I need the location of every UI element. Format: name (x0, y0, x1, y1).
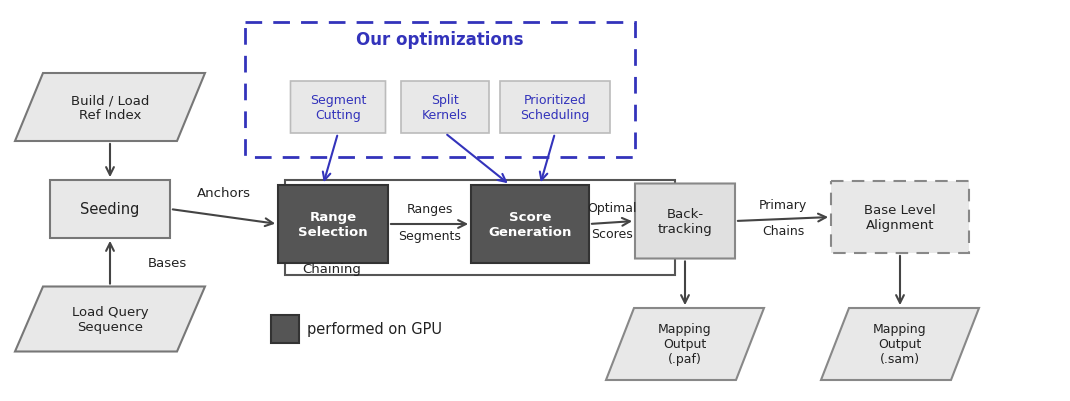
Text: performed on GPU: performed on GPU (307, 322, 442, 337)
Text: Anchors: Anchors (197, 187, 251, 200)
FancyBboxPatch shape (635, 184, 735, 259)
Text: Primary: Primary (759, 199, 807, 212)
Polygon shape (15, 287, 205, 352)
Text: Back-
tracking: Back- tracking (658, 207, 713, 235)
Text: Our optimizations: Our optimizations (356, 31, 523, 49)
Bar (50, 180, 170, 239)
FancyBboxPatch shape (271, 315, 299, 343)
Text: Chaining: Chaining (303, 263, 362, 276)
Polygon shape (821, 308, 979, 380)
Text: Mapping
Output
(.sam): Mapping Output (.sam) (873, 323, 927, 366)
Text: Load Query
Sequence: Load Query Sequence (72, 305, 149, 333)
Text: Split
Kernels: Split Kernels (423, 94, 468, 122)
Bar (245, 22, 635, 157)
FancyBboxPatch shape (471, 186, 588, 263)
FancyBboxPatch shape (500, 82, 610, 134)
Text: Score
Generation: Score Generation (488, 211, 571, 239)
Text: Seeding: Seeding (80, 202, 140, 217)
Bar (831, 182, 969, 253)
Text: Chains: Chains (762, 225, 805, 238)
Text: Segment
Cutting: Segment Cutting (310, 94, 366, 122)
Text: Base Level
Alignment: Base Level Alignment (865, 203, 936, 231)
Text: Build / Load
Ref Index: Build / Load Ref Index (71, 94, 149, 122)
Text: Segments: Segments (398, 230, 461, 243)
Text: Mapping
Output
(.paf): Mapping Output (.paf) (658, 323, 712, 366)
Text: Optimal: Optimal (587, 202, 637, 215)
Text: Prioritized
Scheduling: Prioritized Scheduling (520, 94, 590, 122)
FancyBboxPatch shape (401, 82, 489, 134)
Polygon shape (15, 74, 205, 142)
Bar (285, 180, 675, 275)
Text: Ranges: Ranges (407, 203, 453, 216)
Text: Scores: Scores (591, 228, 632, 241)
Text: Bases: Bases (148, 256, 187, 269)
Polygon shape (606, 308, 764, 380)
FancyBboxPatch shape (278, 186, 388, 263)
Text: Range
Selection: Range Selection (299, 211, 368, 239)
FancyBboxPatch shape (290, 82, 385, 134)
